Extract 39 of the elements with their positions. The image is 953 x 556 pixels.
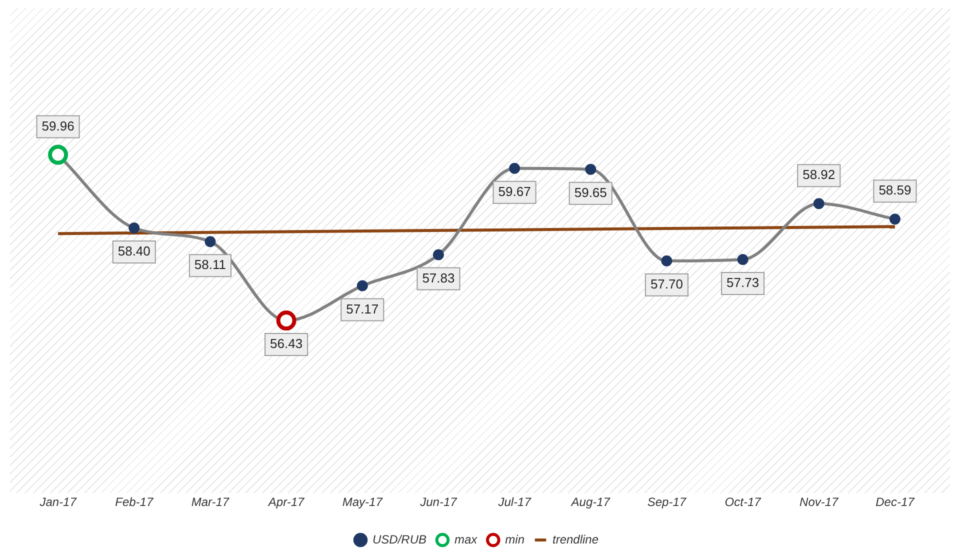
x-tick-label: Nov-17	[800, 495, 840, 510]
data-label: 58.92	[802, 167, 836, 182]
x-tick-label: Sep-17	[647, 495, 688, 510]
data-label: 58.11	[194, 257, 226, 272]
point	[128, 222, 140, 234]
legend-label: USD/RUB	[372, 532, 426, 546]
x-tick-label: Dec-17	[876, 495, 916, 510]
point	[509, 162, 520, 174]
x-tick-label: Apr-17	[267, 495, 306, 510]
legend-label: min	[505, 532, 525, 546]
point	[432, 249, 444, 260]
data-label: 58.59	[878, 182, 912, 198]
legend-label: max	[454, 532, 478, 546]
point	[737, 254, 748, 265]
data-label: 59.67	[498, 184, 531, 199]
x-tick-label: Mar-17	[191, 495, 230, 510]
data-label: 59.96	[42, 118, 74, 134]
legend-label: trendline	[552, 532, 599, 546]
point	[813, 198, 824, 210]
x-tick-label: Jun-17	[419, 495, 458, 510]
data-label: 57.17	[346, 301, 379, 316]
point	[204, 236, 216, 248]
data-label: 57.83	[422, 270, 455, 286]
x-tick-label: Jul-17	[497, 495, 532, 510]
x-tick-label: Aug-17	[570, 495, 612, 510]
x-tick-label: Jan-17	[38, 495, 78, 510]
data-label: 57.73	[726, 275, 760, 290]
data-label: 59.65	[574, 184, 607, 200]
x-tick-label: Oct-17	[724, 495, 762, 510]
point	[356, 280, 368, 292]
data-label: 58.40	[118, 244, 150, 259]
x-tick-label: May-17	[342, 495, 384, 510]
point	[889, 214, 900, 225]
x-tick-label: Feb-17	[115, 495, 154, 510]
data-label: 57.70	[650, 276, 683, 292]
point	[48, 144, 68, 165]
point	[661, 255, 672, 266]
data-label: 56.43	[270, 336, 303, 352]
point	[585, 164, 596, 175]
